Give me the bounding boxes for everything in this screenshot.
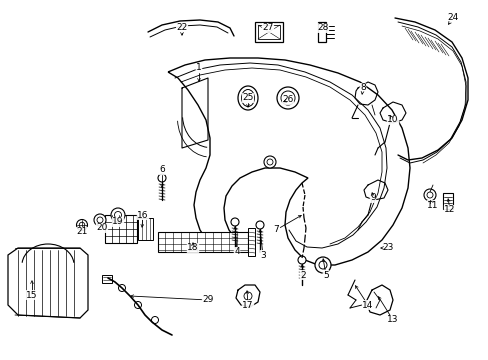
Text: 23: 23	[382, 243, 393, 252]
Circle shape	[244, 292, 251, 300]
Text: 15: 15	[26, 291, 38, 300]
Circle shape	[111, 208, 125, 222]
Circle shape	[230, 218, 239, 226]
Text: 24: 24	[447, 13, 458, 22]
Text: 18: 18	[187, 243, 198, 252]
Bar	[138, 218, 153, 240]
Text: 13: 13	[386, 315, 398, 324]
Text: 9: 9	[369, 194, 375, 202]
Text: 11: 11	[427, 201, 438, 210]
Circle shape	[276, 87, 298, 109]
Text: 14: 14	[362, 301, 373, 310]
Ellipse shape	[241, 90, 254, 107]
Bar	[254, 22, 283, 42]
Text: 22: 22	[176, 23, 187, 32]
Circle shape	[426, 192, 432, 198]
Text: 26: 26	[282, 95, 293, 104]
Circle shape	[256, 221, 264, 229]
Polygon shape	[8, 248, 88, 318]
Circle shape	[151, 316, 158, 324]
Text: 27: 27	[262, 23, 273, 32]
Circle shape	[97, 217, 103, 223]
Circle shape	[76, 220, 87, 230]
Polygon shape	[247, 228, 254, 256]
Circle shape	[266, 159, 272, 165]
Text: 6: 6	[159, 166, 164, 175]
Circle shape	[118, 284, 125, 292]
Circle shape	[94, 214, 106, 226]
Ellipse shape	[238, 86, 258, 110]
Text: 28: 28	[317, 23, 328, 32]
Bar	[105, 215, 137, 243]
Bar	[442, 193, 452, 209]
Bar	[258, 25, 280, 39]
Bar	[317, 22, 325, 42]
Text: 12: 12	[444, 206, 455, 215]
Text: 20: 20	[96, 224, 107, 233]
Text: 21: 21	[76, 228, 87, 237]
Bar	[158, 232, 247, 252]
Circle shape	[264, 156, 275, 168]
Circle shape	[281, 91, 294, 105]
Circle shape	[314, 257, 330, 273]
Text: 5: 5	[323, 270, 328, 279]
Text: 1: 1	[196, 63, 202, 72]
Circle shape	[423, 189, 435, 201]
Text: 3: 3	[260, 251, 265, 260]
Circle shape	[158, 174, 165, 182]
Bar	[102, 275, 112, 283]
Circle shape	[134, 302, 141, 309]
Text: 19: 19	[112, 217, 123, 226]
Text: 25: 25	[242, 94, 253, 103]
Circle shape	[79, 222, 84, 228]
Text: 29: 29	[202, 296, 213, 305]
Text: 4: 4	[234, 248, 239, 256]
Text: 8: 8	[359, 84, 365, 93]
Text: 17: 17	[242, 301, 253, 310]
Circle shape	[297, 256, 305, 264]
PathPatch shape	[168, 58, 409, 265]
Circle shape	[114, 211, 121, 219]
Text: 10: 10	[386, 116, 398, 125]
Text: 16: 16	[137, 211, 148, 220]
Text: 7: 7	[273, 225, 278, 234]
Circle shape	[318, 261, 326, 269]
Text: 2: 2	[300, 270, 305, 279]
